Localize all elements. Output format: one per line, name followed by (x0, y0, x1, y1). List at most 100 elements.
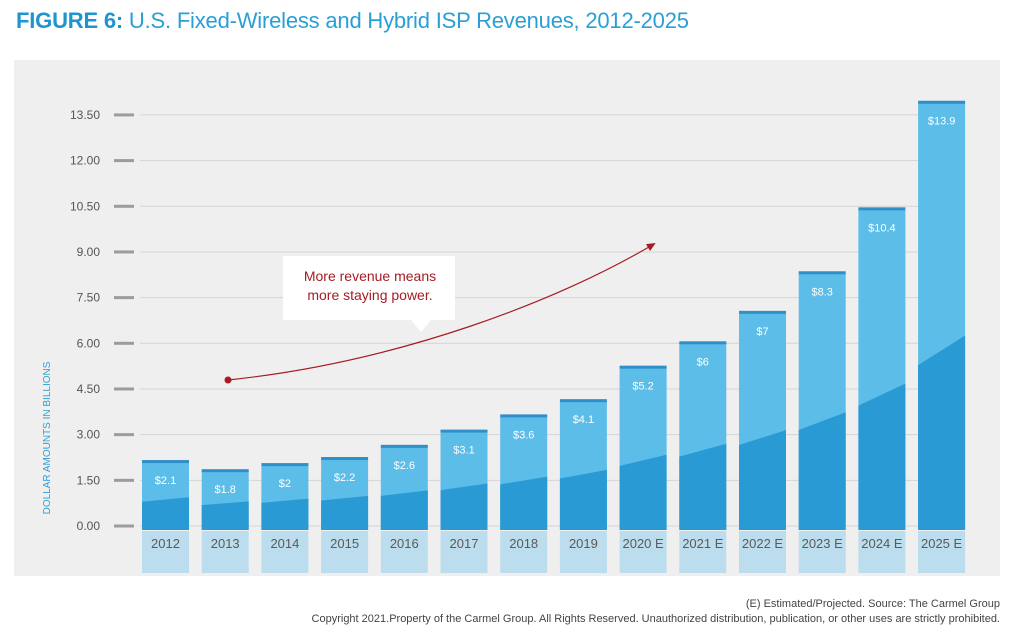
bar-top (440, 429, 488, 433)
bar-reflection (500, 531, 548, 573)
data-label: $8.3 (811, 286, 832, 298)
bar-group: $10.4 2024 E (858, 207, 906, 573)
data-label: $10.4 (868, 222, 896, 234)
annotation-box (283, 256, 455, 332)
chart-title: FIGURE 6: U.S. Fixed-Wireless and Hybrid… (16, 8, 689, 34)
bar-shade (559, 469, 607, 530)
data-label: $7 (756, 326, 768, 338)
y-tick-label: 7.50 (77, 291, 101, 305)
y-tick-mark (114, 159, 134, 163)
bar-shade (142, 497, 189, 530)
bar-top (619, 365, 667, 369)
bar-reflection (559, 531, 607, 573)
source-note: (E) Estimated/Projected. Source: The Car… (745, 598, 1000, 610)
x-tick-label: 2018 (509, 536, 538, 551)
bar-reflection (798, 531, 846, 573)
bar-group: $2 2014 (261, 463, 309, 573)
y-tick-label: 10.50 (70, 199, 100, 213)
bar-shade (798, 412, 846, 530)
bar-group: $2.1 2012 (142, 460, 189, 573)
bar-group: $3.1 2017 (440, 429, 488, 573)
data-label: $2.2 (334, 472, 355, 484)
bar-top (858, 207, 906, 211)
bar-reflection (679, 531, 727, 573)
x-tick-label: 2024 E (861, 536, 903, 551)
bar-group: $1.8 2013 (201, 469, 249, 573)
y-tick-label: 3.00 (77, 428, 101, 442)
y-tick-mark (114, 250, 134, 254)
y-tick-label: 0.00 (77, 519, 101, 533)
x-tick-label: 2019 (569, 536, 598, 551)
bar-group: $4.1 2019 (559, 399, 607, 573)
trend-arrow (227, 242, 656, 381)
bar-shade (380, 490, 428, 530)
x-tick-label: 2014 (270, 536, 299, 551)
data-label: $5.2 (632, 381, 653, 393)
x-tick-label: 2022 E (742, 536, 784, 551)
x-tick-label: 2012 (151, 536, 180, 551)
bar-top (201, 469, 249, 473)
bar-reflection (918, 531, 966, 573)
bars: $2.1 2012 $1.8 2013 $2 2014 $2.2 2015 $2.6 2016 $3… (142, 100, 966, 573)
y-tick-label: 9.00 (77, 245, 101, 259)
bar-top (679, 341, 727, 345)
bar-group: $13.9 2025 E (918, 100, 966, 573)
x-tick-label: 2015 (330, 536, 359, 551)
x-tick-label: 2016 (390, 536, 419, 551)
title-text: U.S. Fixed-Wireless and Hybrid ISP Reven… (128, 8, 689, 33)
bar-top (739, 310, 786, 314)
data-label: $13.9 (928, 116, 956, 128)
y-tick-mark (114, 296, 134, 300)
y-tick-mark (114, 433, 134, 437)
y-tick-label: 4.50 (77, 382, 101, 396)
bar-shade (321, 495, 369, 530)
figure-number: FIGURE 6: (16, 8, 123, 33)
annotation-line-2: more staying power. (307, 287, 432, 303)
y-tick-label: 6.00 (77, 336, 101, 350)
bar-reflection (858, 531, 906, 573)
y-tick-mark (114, 341, 134, 345)
bar-reflection (380, 531, 428, 573)
y-tick-mark (114, 387, 134, 391)
bar-reflection (739, 531, 786, 573)
bar-top (380, 444, 428, 448)
y-tick-mark (114, 113, 134, 117)
bar-shade (679, 443, 727, 530)
bar-top (798, 271, 846, 275)
data-label: $3.6 (513, 429, 534, 441)
bar-reflection (440, 531, 488, 573)
x-tick-label: 2013 (211, 536, 240, 551)
bar-shade (739, 430, 786, 530)
data-label: $3.1 (453, 445, 474, 457)
bar-reflection (321, 531, 369, 573)
bar-group: $7 2022 E (739, 310, 786, 573)
bar-group: $3.6 2018 (500, 414, 548, 573)
y-tick-label: 13.50 (70, 108, 100, 122)
bar-reflection (201, 531, 249, 573)
bar-shade (918, 335, 966, 530)
bar-top (559, 399, 607, 403)
bar-top (321, 457, 369, 461)
annotation-line-1: More revenue means (304, 268, 436, 284)
bar-reflection (142, 531, 189, 573)
x-tick-label: 2017 (450, 536, 479, 551)
bar-shade (500, 476, 548, 530)
bar-reflection (619, 531, 667, 573)
x-tick-label: 2025 E (921, 536, 963, 551)
y-tick-mark (114, 204, 134, 208)
bar-top (142, 460, 189, 464)
bar-group: $8.3 2023 E (798, 271, 846, 573)
y-tick-label: 1.50 (77, 473, 101, 487)
y-tick-mark (114, 524, 134, 528)
y-axis: 0.00 1.50 3.00 4.50 6.00 7.50 9.00 10.50 12.00 13… (70, 108, 134, 533)
bar-group: $6 2021 E (679, 341, 727, 573)
copyright-note: Copyright 2021.Property of the Carmel Gr… (311, 613, 1000, 625)
data-label: $6 (697, 356, 709, 368)
data-label: $2.1 (155, 475, 176, 487)
x-tick-label: 2020 E (622, 536, 664, 551)
bar-group: $5.2 2020 E (619, 365, 667, 573)
data-label: $2.6 (394, 460, 415, 472)
bar-shade (619, 454, 667, 530)
bar-top (918, 100, 966, 104)
